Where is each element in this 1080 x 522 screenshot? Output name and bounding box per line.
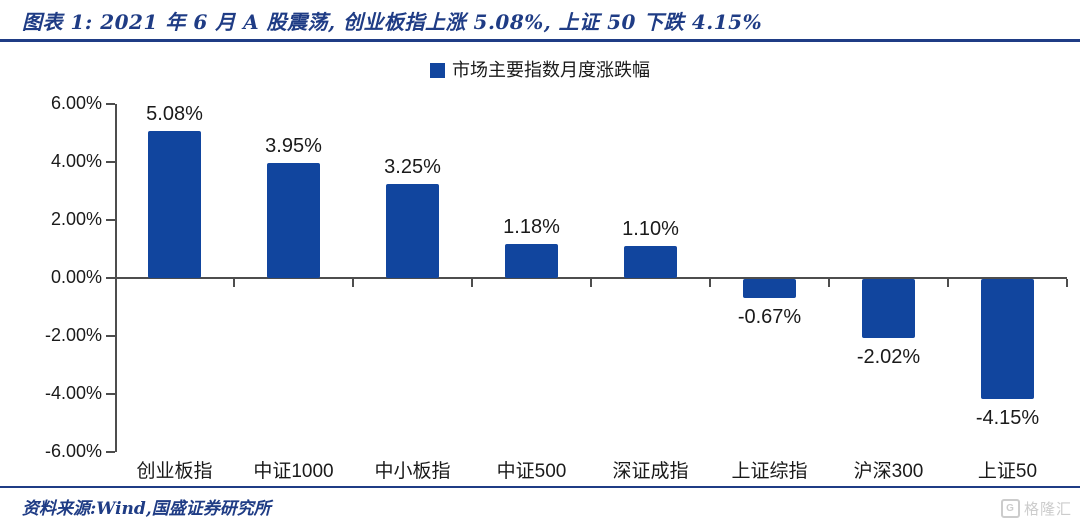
source-note: 资料来源:Wind,国盛证券研究所 — [22, 499, 271, 519]
y-tick-mark — [106, 335, 115, 337]
category-label: 中证1000 — [253, 461, 334, 482]
y-tick-label: 4.00% — [50, 151, 102, 171]
category-label: 中证500 — [496, 461, 567, 482]
chart-legend: 市场主要指数月度涨跌幅 — [0, 56, 1080, 82]
y-tick-label: -4.00% — [44, 383, 102, 403]
x-axis-zero-line — [115, 277, 1067, 279]
category-label: 沪深300 — [853, 461, 924, 482]
bar-value-label: 1.10% — [622, 218, 679, 241]
category-label: 上证综指 — [731, 461, 808, 482]
bar-创业板指 — [148, 130, 201, 278]
legend-swatch-icon — [430, 63, 445, 78]
figure-title: 图表 1: 2021 年 6 月 A 股震荡, 创业板指上涨 5.08%, 上证… — [22, 10, 763, 34]
y-tick-mark — [106, 393, 115, 395]
y-tick-label: 2.00% — [50, 209, 102, 229]
bar-value-label: 3.95% — [265, 135, 322, 158]
bar-value-label: -4.15% — [975, 407, 1040, 430]
category-label: 创业板指 — [136, 461, 213, 482]
bar-中证1000 — [267, 163, 320, 278]
category-label: 上证50 — [977, 461, 1038, 482]
x-tick-mark — [352, 279, 354, 287]
x-tick-mark — [947, 279, 949, 287]
bar-value-label: -0.67% — [737, 306, 802, 329]
x-tick-mark — [471, 279, 473, 287]
x-tick-mark — [828, 279, 830, 287]
y-tick-label: 0.00% — [50, 267, 102, 287]
bar-value-label: 5.08% — [146, 102, 203, 125]
y-tick-mark — [106, 451, 115, 453]
bar-上证50 — [981, 279, 1034, 400]
y-tick-label: -2.00% — [44, 325, 102, 345]
bar-中证500 — [505, 243, 558, 278]
x-tick-mark — [590, 279, 592, 287]
gelonghui-logo-text: 格隆汇 — [1023, 501, 1072, 518]
footer-divider — [0, 486, 1080, 488]
legend-label: 市场主要指数月度涨跌幅 — [452, 60, 650, 80]
y-tick-mark — [106, 277, 115, 279]
bar-chart-plot-area: 6.00% 4.00% 2.00% 0.00% -2.00% -4.00% -6.00% 5.… — [45, 93, 1068, 482]
x-tick-mark — [709, 279, 711, 287]
bar-深证成指 — [624, 246, 677, 278]
x-tick-mark — [1066, 279, 1068, 287]
bar-value-label: 3.25% — [384, 155, 441, 178]
category-label: 深证成指 — [612, 461, 689, 482]
y-tick-label: -6.00% — [44, 441, 102, 461]
gelonghui-watermark: G 格隆汇 — [1000, 498, 1072, 519]
title-divider — [0, 39, 1080, 42]
y-tick-mark — [106, 219, 115, 221]
bar-中小板指 — [386, 183, 439, 278]
y-tick-mark — [106, 103, 115, 105]
y-tick-mark — [106, 161, 115, 163]
y-tick-label: 6.00% — [50, 93, 102, 113]
bar-value-label: -2.02% — [856, 345, 921, 368]
x-tick-mark — [233, 279, 235, 287]
bar-上证综指 — [743, 279, 796, 299]
category-label: 中小板指 — [374, 461, 451, 482]
bar-沪深300 — [862, 279, 915, 338]
bar-value-label: 1.18% — [503, 215, 560, 238]
gelonghui-logo-icon: G — [1000, 499, 1020, 518]
